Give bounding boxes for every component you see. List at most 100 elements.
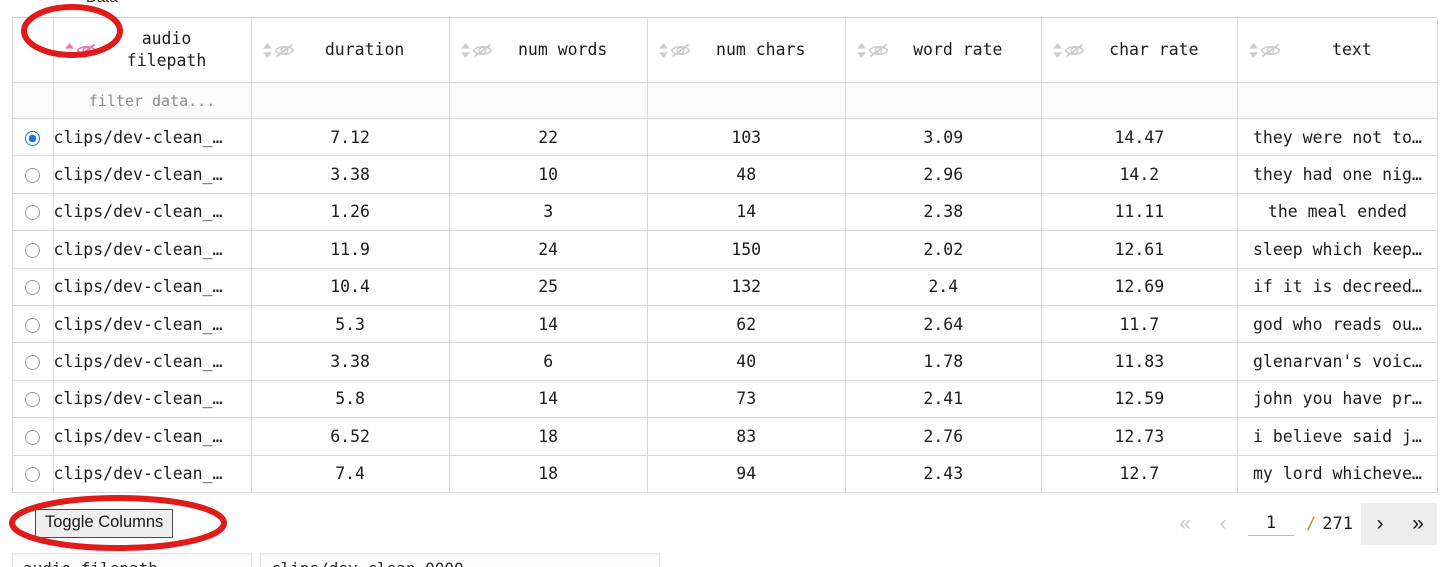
cell-charrate: 14.2 [1041, 155, 1238, 194]
column-header-charrate[interactable]: char rate [1041, 18, 1238, 83]
row-select-cell[interactable] [13, 417, 54, 456]
filter-input-duration[interactable] [251, 82, 450, 119]
row-radio-button[interactable] [25, 130, 41, 146]
hide-column-icon[interactable] [670, 42, 691, 59]
duration-header-icons [262, 42, 295, 59]
table-row[interactable]: clips/dev-clean_… 11.9 24 150 2.02 12.61 sleep… [13, 230, 1439, 269]
detail-field-value: clips/dev-clean_0000 [260, 553, 660, 567]
column-header-text[interactable]: text [1237, 18, 1439, 83]
last-page-button[interactable]: » [1399, 503, 1437, 545]
column-header-duration[interactable]: duration [251, 18, 450, 83]
hide-column-icon[interactable] [274, 42, 295, 59]
sort-icon[interactable] [856, 42, 867, 59]
column-header-charrate-label: char rate [1109, 39, 1199, 59]
hide-column-icon[interactable] [1260, 42, 1281, 59]
sort-icon[interactable] [1248, 42, 1259, 59]
cell-numwords: 18 [449, 455, 648, 493]
row-select-cell[interactable] [13, 155, 54, 194]
row-select-cell[interactable] [13, 380, 54, 419]
column-header-numwords[interactable]: num words [449, 18, 648, 83]
row-radio-button[interactable] [25, 280, 41, 296]
filter-input-text[interactable] [1237, 82, 1439, 119]
table-row[interactable]: clips/dev-clean_… 5.8 14 73 2.41 12.59 john yo… [13, 380, 1439, 419]
cell-charrate: 11.83 [1041, 342, 1238, 381]
toggle-columns-button[interactable]: Toggle Columns [35, 509, 174, 538]
hide-column-icon[interactable] [472, 42, 493, 59]
cell-charrate: 11.11 [1041, 193, 1238, 232]
row-select-cell[interactable] [13, 230, 54, 269]
table-row[interactable]: clips/dev-clean_… 10.4 25 132 2.4 12.69 if it … [13, 268, 1439, 306]
filter-input-numchars[interactable] [647, 82, 846, 119]
cell-filepath: clips/dev-clean_… [53, 455, 252, 493]
cell-duration: 10.4 [251, 268, 450, 306]
column-header-numchars-label: num chars [716, 39, 806, 59]
filter-input-charrate[interactable] [1041, 82, 1238, 119]
row-radio-button[interactable] [25, 355, 41, 371]
filter-input-wordrate[interactable] [845, 82, 1042, 119]
cell-wordrate: 1.78 [845, 342, 1042, 381]
table-filter-row: filter data... [13, 82, 1439, 119]
cell-numchars: 48 [647, 155, 846, 194]
column-header-select [13, 18, 54, 83]
sort-icon[interactable] [1052, 42, 1063, 59]
table-row[interactable]: clips/dev-clean_… 1.26 3 14 2.38 11.11 the mea… [13, 193, 1439, 232]
cell-text: the meal ended [1237, 193, 1439, 232]
row-select-cell[interactable] [13, 118, 54, 157]
text-header-icons [1248, 42, 1281, 59]
cell-duration: 11.9 [251, 230, 450, 269]
row-radio-button[interactable] [25, 168, 41, 184]
cell-duration: 3.38 [251, 155, 450, 194]
row-radio-button[interactable] [25, 205, 41, 221]
cell-duration: 5.3 [251, 305, 450, 344]
cell-filepath: clips/dev-clean_… [53, 342, 252, 381]
row-radio-button[interactable] [25, 429, 41, 445]
filter-cell-select [13, 82, 54, 119]
wordrate-header-icons [856, 42, 889, 59]
sort-icon[interactable] [64, 42, 75, 59]
table-row[interactable]: clips/dev-clean_… 7.4 18 94 2.43 12.7 my lord … [13, 455, 1439, 493]
row-radio-button[interactable] [25, 317, 41, 333]
cell-wordrate: 2.96 [845, 155, 1042, 194]
cell-text: sleep which keep… [1237, 230, 1439, 269]
table-row[interactable]: clips/dev-clean_… 7.12 22 103 3.09 14.47 they … [13, 118, 1439, 157]
table-row[interactable]: clips/dev-clean_… 5.3 14 62 2.64 11.7 god who … [13, 305, 1439, 344]
filter-input-filepath[interactable]: filter data... [53, 82, 252, 119]
cell-text: john you have pr… [1237, 380, 1439, 419]
hide-column-icon[interactable] [1064, 42, 1085, 59]
cell-wordrate: 3.09 [845, 118, 1042, 157]
next-page-button[interactable]: › [1361, 503, 1399, 545]
cell-text: they were not to… [1237, 118, 1439, 157]
hide-column-icon[interactable] [76, 42, 97, 59]
row-radio-button[interactable] [25, 392, 41, 408]
sort-icon[interactable] [460, 42, 471, 59]
sort-icon[interactable] [262, 42, 273, 59]
current-page-input[interactable]: 1 [1248, 513, 1295, 536]
row-select-cell[interactable] [13, 268, 54, 306]
cell-numchars: 83 [647, 417, 846, 456]
table-row[interactable]: clips/dev-clean_… 3.38 10 48 2.96 14.2 they ha… [13, 155, 1439, 194]
first-page-button[interactable]: « [1179, 512, 1191, 535]
cell-text: god who reads ou… [1237, 305, 1439, 344]
row-select-cell[interactable] [13, 342, 54, 381]
cell-charrate: 12.61 [1041, 230, 1238, 269]
row-select-cell[interactable] [13, 193, 54, 232]
row-select-cell[interactable] [13, 305, 54, 344]
column-header-filepath[interactable]: audio filepath [53, 18, 252, 83]
hide-column-icon[interactable] [868, 42, 889, 59]
filter-input-numwords[interactable] [449, 82, 648, 119]
prev-page-button[interactable]: ‹ [1219, 512, 1227, 535]
clipped-top-text: Data [86, 0, 118, 6]
sort-icon[interactable] [658, 42, 669, 59]
cell-text: they had one nig… [1237, 155, 1439, 194]
cell-text: my lord whicheve… [1237, 455, 1439, 493]
row-radio-button[interactable] [25, 467, 41, 483]
cell-filepath: clips/dev-clean_… [53, 305, 252, 344]
row-radio-button[interactable] [25, 242, 41, 258]
column-header-numchars[interactable]: num chars [647, 18, 846, 83]
table-row[interactable]: clips/dev-clean_… 3.38 6 40 1.78 11.83 glenarv… [13, 342, 1439, 381]
column-header-wordrate[interactable]: word rate [845, 18, 1042, 83]
cell-text: glenarvan's voic… [1237, 342, 1439, 381]
table-row[interactable]: clips/dev-clean_… 6.52 18 83 2.76 12.73 i beli… [13, 417, 1439, 456]
row-select-cell[interactable] [13, 455, 54, 493]
pagination-controls: « ‹ 1 / 271 › » [1166, 503, 1437, 545]
